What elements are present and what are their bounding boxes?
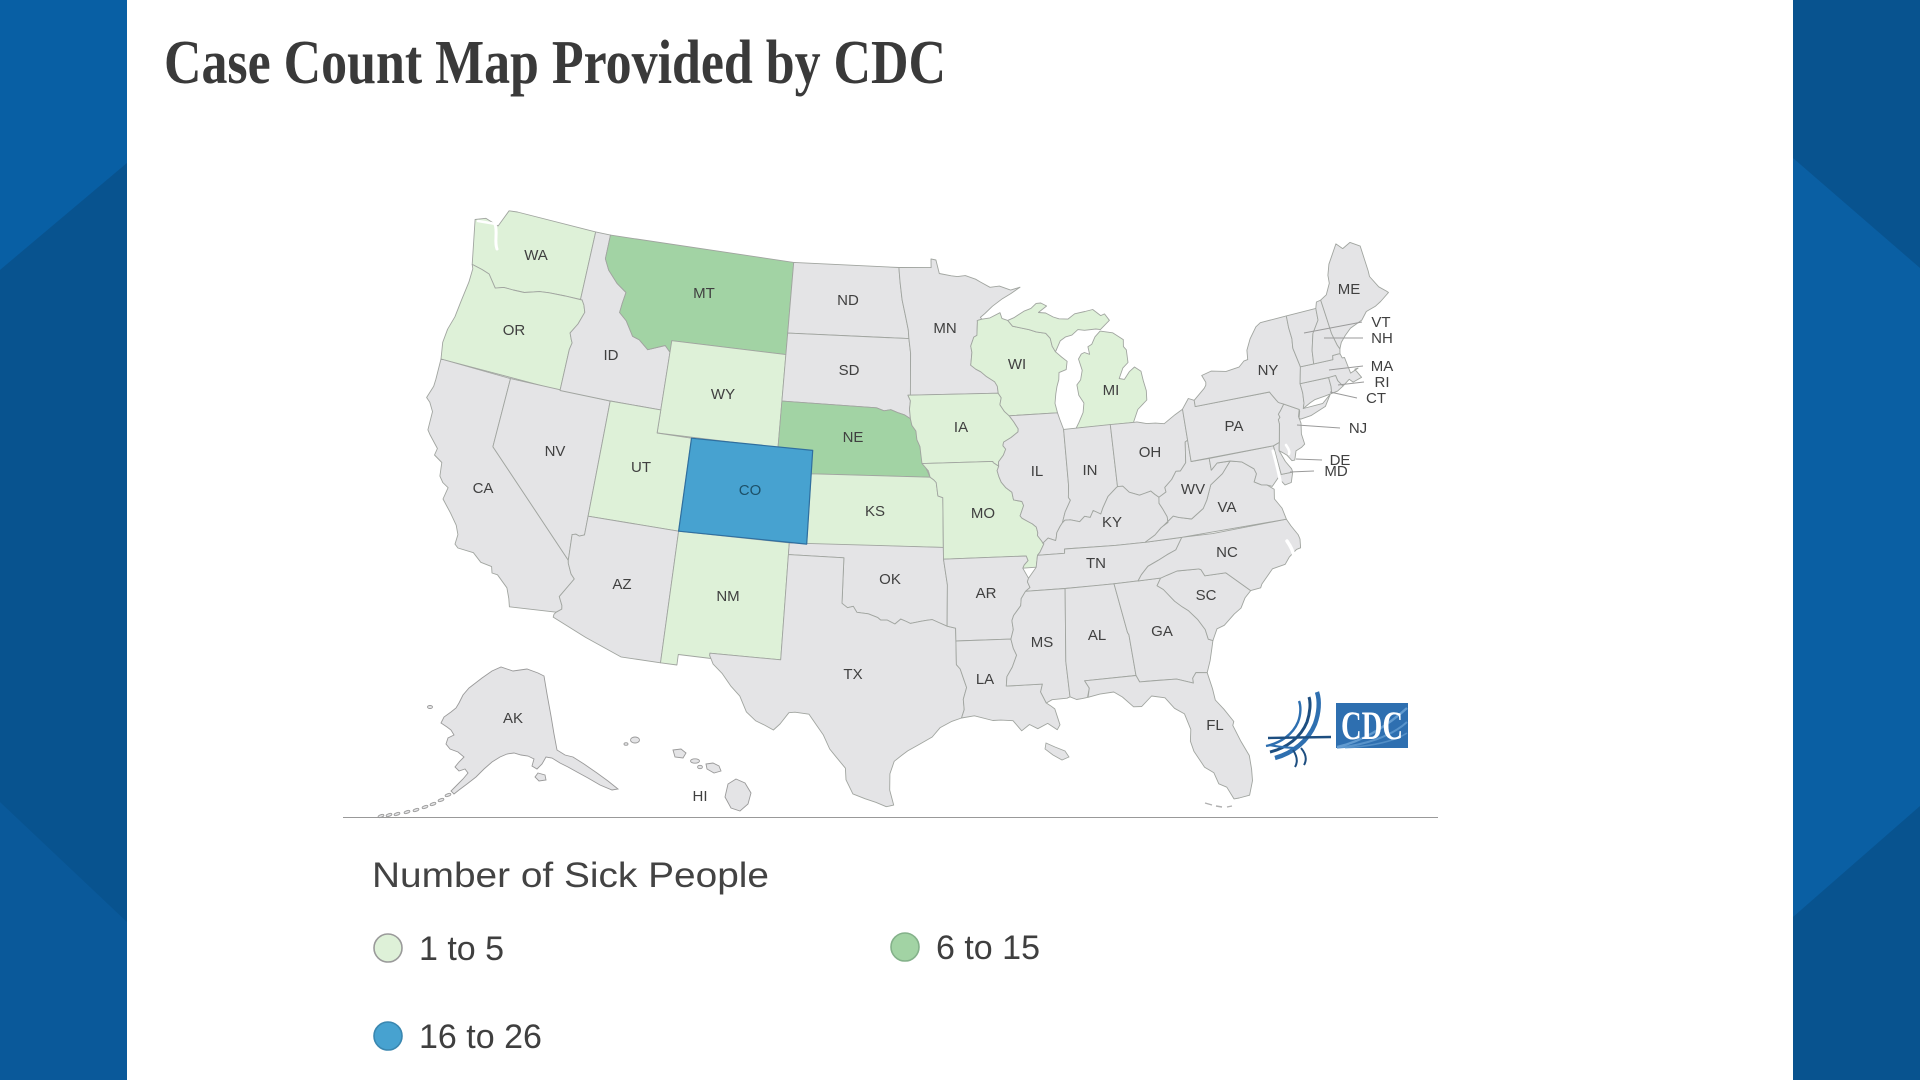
svg-text:Number of Sick People: Number of Sick People [372,856,769,895]
svg-text:TX: TX [843,666,862,683]
svg-text:CA: CA [473,480,494,497]
svg-text:6 to 15: 6 to 15 [936,929,1040,967]
svg-text:MI: MI [1103,382,1120,399]
svg-text:NV: NV [545,443,566,460]
svg-text:IL: IL [1031,463,1044,480]
svg-text:GA: GA [1151,623,1173,640]
svg-text:SC: SC [1196,587,1217,604]
svg-text:Case Count Map Provided by CDC: Case Count Map Provided by CDC [164,29,946,97]
svg-text:CT: CT [1366,390,1386,407]
svg-text:WA: WA [524,247,548,264]
svg-text:AK: AK [503,710,523,727]
svg-text:ND: ND [837,292,859,309]
svg-text:SD: SD [839,362,860,379]
svg-text:HI: HI [693,788,708,805]
svg-text:IN: IN [1083,462,1098,479]
svg-text:VA: VA [1218,499,1237,516]
svg-text:KS: KS [865,503,885,520]
svg-text:WY: WY [711,386,735,403]
svg-text:ID: ID [604,347,619,364]
svg-text:VT: VT [1371,314,1390,331]
svg-text:TN: TN [1086,555,1106,572]
svg-text:CO: CO [739,482,762,499]
svg-text:NC: NC [1216,544,1238,561]
svg-text:UT: UT [631,459,651,476]
svg-text:NJ: NJ [1349,420,1367,437]
svg-text:FL: FL [1206,717,1224,734]
svg-text:1 to 5: 1 to 5 [419,930,504,968]
svg-text:AR: AR [976,585,997,602]
svg-text:DE: DE [1330,452,1351,469]
svg-text:OH: OH [1139,444,1162,461]
svg-text:NM: NM [716,588,739,605]
svg-text:OK: OK [879,571,901,588]
svg-text:16 to 26: 16 to 26 [419,1018,542,1056]
svg-text:NE: NE [843,429,864,446]
svg-text:KY: KY [1102,514,1122,531]
svg-text:NH: NH [1371,330,1393,347]
svg-text:MN: MN [933,320,956,337]
svg-text:ME: ME [1338,281,1361,298]
svg-text:AZ: AZ [612,576,631,593]
svg-text:PA: PA [1225,418,1244,435]
svg-text:LA: LA [976,671,994,688]
svg-text:WV: WV [1181,481,1205,498]
svg-text:MO: MO [971,505,995,522]
svg-text:WI: WI [1008,356,1026,373]
svg-text:CDC: CDC [1341,703,1403,748]
svg-text:MA: MA [1371,358,1394,375]
svg-text:IA: IA [954,419,968,436]
svg-text:OR: OR [503,322,526,339]
svg-text:RI: RI [1375,374,1390,391]
svg-text:NY: NY [1258,362,1279,379]
svg-text:MD: MD [1324,463,1347,480]
svg-text:AL: AL [1088,627,1106,644]
svg-text:MS: MS [1031,634,1054,651]
svg-text:MT: MT [693,285,715,302]
